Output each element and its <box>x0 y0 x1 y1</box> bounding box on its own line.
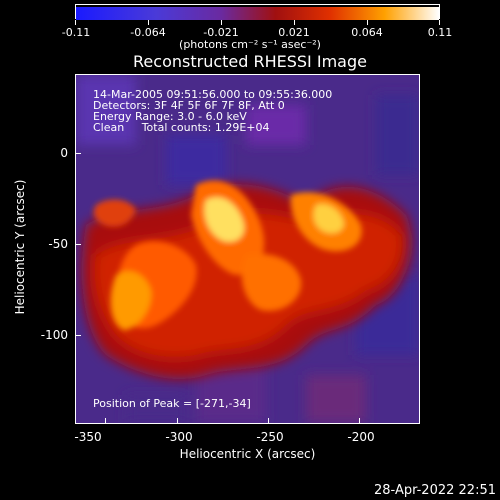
colorbar-tick-label: -0.021 <box>203 26 239 39</box>
y-tick-mark <box>75 335 81 336</box>
info-detectors: Detectors: 3F 4F 5F 6F 7F 8F, Att 0 <box>93 99 285 112</box>
plot-title: Reconstructed RHESSI Image <box>133 52 367 71</box>
x-tick-label: -200 <box>347 430 375 444</box>
image-plot <box>75 74 420 424</box>
x-tick-label: -350 <box>74 430 102 444</box>
colorbar-units: (photons cm⁻² s⁻¹ asec⁻²) <box>179 38 321 51</box>
colorbar-tick <box>221 20 222 25</box>
colorbar-tick <box>148 20 149 25</box>
colorbar-tick-label: 0.021 <box>278 26 310 39</box>
info-time-range: 14-Mar-2005 09:51:56.000 to 09:55:36.000 <box>93 88 333 101</box>
colorbar-tick-label: -0.064 <box>130 26 166 39</box>
heatmap-image <box>76 75 419 423</box>
colorbar-tick <box>367 20 368 25</box>
colorbar-gradient <box>76 7 439 20</box>
colorbar-tick <box>75 20 76 25</box>
x-tick-mark <box>177 418 178 424</box>
x-tick-label: -300 <box>165 430 193 444</box>
timestamp: 28-Apr-2022 22:51 <box>374 483 496 498</box>
info-peak-position: Position of Peak = [-271,-34] <box>93 397 251 410</box>
colorbar-tick-label: -0.11 <box>61 26 91 39</box>
y-tick-label: 0 <box>60 146 68 160</box>
y-tick-label: -100 <box>40 328 68 342</box>
x-tick-mark <box>105 418 106 424</box>
colorbar-tick-label: 0.064 <box>351 26 383 39</box>
colorbar-tick-label: 0.11 <box>427 26 453 39</box>
info-total-counts: Clean Total counts: 1.29E+04 <box>93 121 270 134</box>
x-tick-label: -250 <box>256 430 284 444</box>
x-axis-label: Heliocentric X (arcsec) <box>179 447 316 461</box>
info-energy-range: Energy Range: 3.0 - 6.0 keV <box>93 110 247 123</box>
x-tick-mark <box>268 418 269 424</box>
colorbar <box>75 4 440 20</box>
colorbar-tick <box>294 20 295 25</box>
y-axis-label: Heliocentric Y (arcsec) <box>13 179 27 315</box>
y-tick-mark <box>75 153 81 154</box>
y-tick-label: -50 <box>48 237 68 251</box>
x-tick-mark <box>359 418 360 424</box>
y-tick-mark <box>75 244 81 245</box>
colorbar-tick <box>439 20 440 25</box>
